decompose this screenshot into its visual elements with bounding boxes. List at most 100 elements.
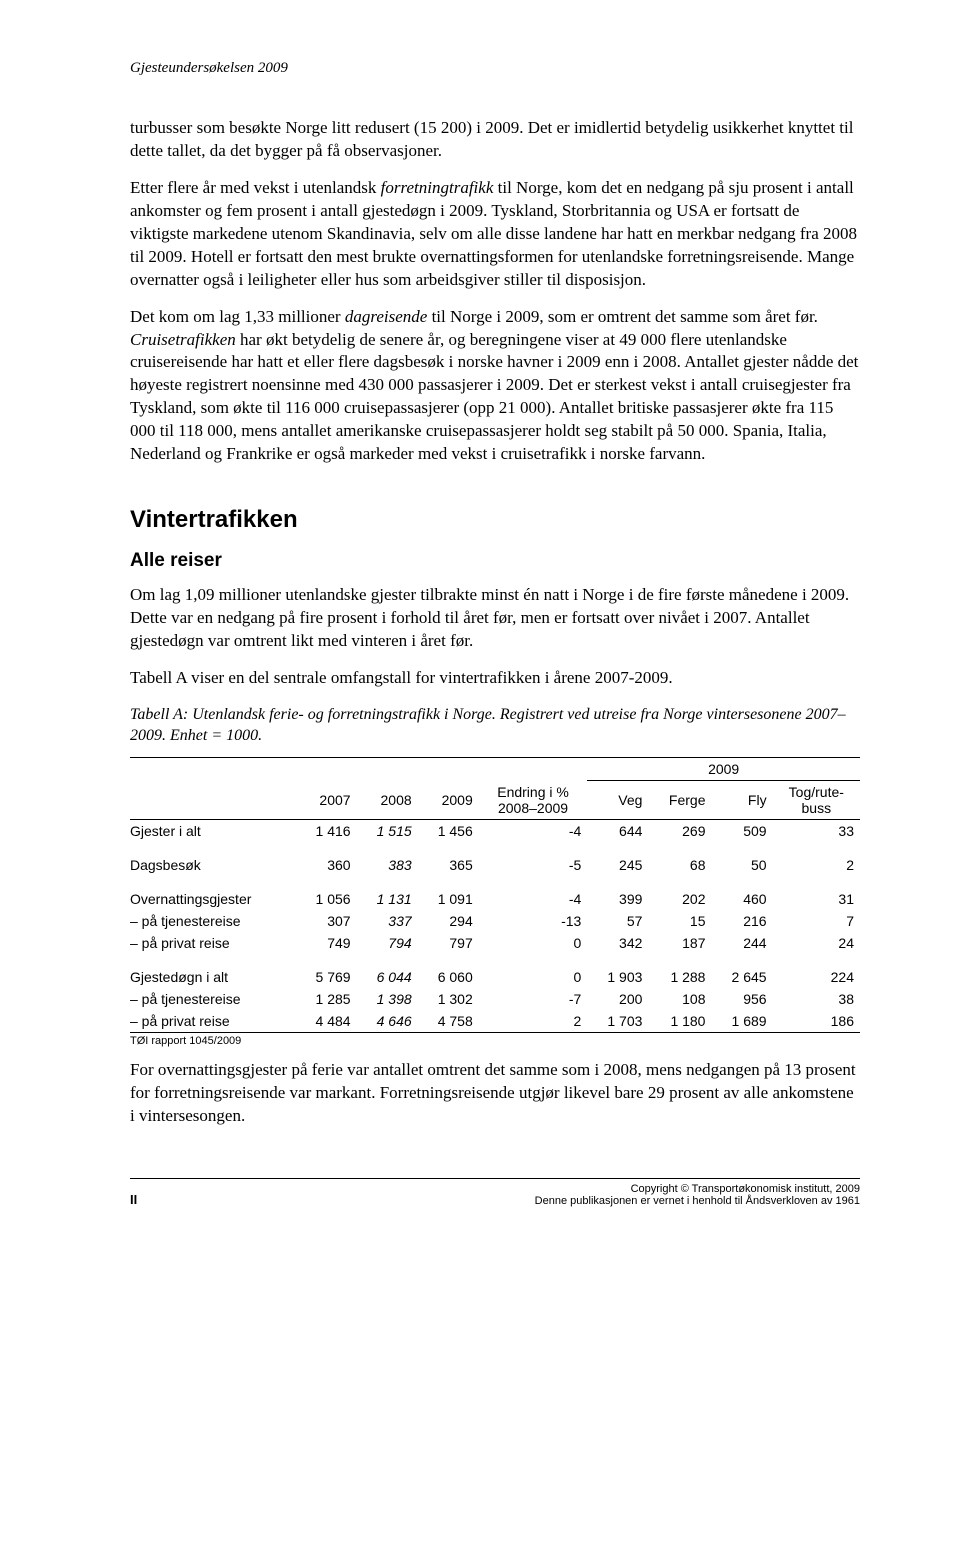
table-spacer-row: [130, 842, 860, 854]
table-cell: -5: [479, 854, 588, 876]
table-cell: -7: [479, 988, 588, 1010]
table-row: – på privat reise749794797034218724424: [130, 932, 860, 954]
p3-run-a: Det kom om lag 1,33 millioner: [130, 307, 345, 326]
table-cell: 202: [648, 888, 711, 910]
table-cell: 1 456: [418, 820, 479, 843]
table-cell: 269: [648, 820, 711, 843]
table-cell: 399: [587, 888, 648, 910]
paragraph-2: Etter flere år med vekst i utenlandsk fo…: [130, 177, 860, 292]
table-cell: 24: [773, 932, 860, 954]
col-label: [130, 781, 295, 820]
table-cell: 7: [773, 910, 860, 932]
col-tog: Tog/rute- buss: [773, 781, 860, 820]
table-cell: -4: [479, 888, 588, 910]
table-source-note: TØI rapport 1045/2009: [130, 1035, 860, 1047]
table-cell: 307: [295, 910, 356, 932]
paragraph-5: Tabell A viser en del sentrale omfangsta…: [130, 667, 860, 690]
footer-copyright: Copyright © Transportøkonomisk institutt…: [535, 1183, 860, 1195]
table-cell: 5 769: [295, 966, 356, 988]
col-ferge: Ferge: [648, 781, 711, 820]
paragraph-1: turbusser som besøkte Norge litt reduser…: [130, 117, 860, 163]
table-cell: 1 131: [357, 888, 418, 910]
p2-italic-1: forretningtrafikk: [381, 178, 494, 197]
table-cell: 0: [479, 932, 588, 954]
table-row: Dagsbesøk360383365-524568502: [130, 854, 860, 876]
table-cell: 68: [648, 854, 711, 876]
table-cell: 4 758: [418, 1010, 479, 1033]
col-2009: 2009: [418, 781, 479, 820]
col-2007: 2007: [295, 781, 356, 820]
table-cell: 2: [773, 854, 860, 876]
table-cell: 1 398: [357, 988, 418, 1010]
table-cell: 1 703: [587, 1010, 648, 1033]
table-cell: 57: [587, 910, 648, 932]
table-cell: 365: [418, 854, 479, 876]
col-change: Endring i % 2008–2009: [479, 781, 588, 820]
table-row: – på tjenestereise1 2851 3981 302-720010…: [130, 988, 860, 1010]
row-label: – på privat reise: [130, 932, 295, 954]
table-spacer-row: [130, 876, 860, 888]
sub-title-alle-reiser: Alle reiser: [130, 550, 860, 572]
section-title-vintertrafikken: Vintertrafikken: [130, 506, 860, 534]
table-header-row: 2007 2008 2009 Endring i % 2008–2009 Veg…: [130, 781, 860, 820]
table-cell: 2 645: [711, 966, 772, 988]
table-cell: 224: [773, 966, 860, 988]
table-a-body: Gjester i alt1 4161 5151 456-46442695093…: [130, 820, 860, 1033]
row-label: Overnattingsgjester: [130, 888, 295, 910]
table-cell: 4 646: [357, 1010, 418, 1033]
table-cell: 2: [479, 1010, 588, 1033]
p3-italic-2: Cruisetrafikken: [130, 330, 236, 349]
table-cell: 794: [357, 932, 418, 954]
table-cell: 749: [295, 932, 356, 954]
table-cell: 1 285: [295, 988, 356, 1010]
table-cell: 245: [587, 854, 648, 876]
col-2008: 2008: [357, 781, 418, 820]
footer-rights: Denne publikasjonen er vernet i henhold …: [535, 1195, 860, 1207]
table-cell: 244: [711, 932, 772, 954]
table-cell: 337: [357, 910, 418, 932]
col-fly: Fly: [711, 781, 772, 820]
table-cell: 360: [295, 854, 356, 876]
table-cell: 108: [648, 988, 711, 1010]
table-spacer-row: [130, 954, 860, 966]
table-cell: 6 044: [357, 966, 418, 988]
table-cell: 383: [357, 854, 418, 876]
table-a-caption: Tabell A: Utenlandsk ferie- og forretnin…: [130, 704, 860, 747]
p3-run-c: har økt betydelig de senere år, og bereg…: [130, 330, 858, 464]
table-cell: 1 903: [587, 966, 648, 988]
table-row: Gjestedøgn i alt5 7696 0446 06001 9031 2…: [130, 966, 860, 988]
table-row: Gjester i alt1 4161 5151 456-46442695093…: [130, 820, 860, 843]
table-row: – på tjenestereise307337294-1357152167: [130, 910, 860, 932]
paragraph-6: For overnattingsgjester på ferie var ant…: [130, 1059, 860, 1128]
table-cell: 1 288: [648, 966, 711, 988]
table-row: Overnattingsgjester1 0561 1311 091-43992…: [130, 888, 860, 910]
table-cell: 1 689: [711, 1010, 772, 1033]
row-label: – på tjenestereise: [130, 910, 295, 932]
table-cell: -13: [479, 910, 588, 932]
table-cell: 187: [648, 932, 711, 954]
table-cell: 33: [773, 820, 860, 843]
table-header-group-row: 2009: [130, 758, 860, 781]
paragraph-4: Om lag 1,09 millioner utenlandske gjeste…: [130, 584, 860, 653]
table-cell: 6 060: [418, 966, 479, 988]
table-cell: 1 302: [418, 988, 479, 1010]
table-a: 2009 2007 2008 2009 Endring i % 2008–200…: [130, 757, 860, 1033]
document-header: Gjesteundersøkelsen 2009: [130, 60, 860, 77]
table-cell: 0: [479, 966, 588, 988]
row-label: Dagsbesøk: [130, 854, 295, 876]
table-group-header-2009: 2009: [587, 758, 860, 781]
table-cell: 38: [773, 988, 860, 1010]
table-cell: 50: [711, 854, 772, 876]
row-label: – på privat reise: [130, 1010, 295, 1033]
row-label: – på tjenestereise: [130, 988, 295, 1010]
page-footer: II Copyright © Transportøkonomisk instit…: [130, 1178, 860, 1207]
row-label: Gjester i alt: [130, 820, 295, 843]
p3-run-b: til Norge i 2009, som er omtrent det sam…: [427, 307, 818, 326]
table-cell: 216: [711, 910, 772, 932]
col-veg: Veg: [587, 781, 648, 820]
table-cell: 200: [587, 988, 648, 1010]
table-cell: 294: [418, 910, 479, 932]
table-row: – på privat reise4 4844 6464 75821 703 1 …: [130, 1010, 860, 1033]
table-cell: 4 484: [295, 1010, 356, 1033]
paragraph-3: Det kom om lag 1,33 millioner dagreisend…: [130, 306, 860, 467]
